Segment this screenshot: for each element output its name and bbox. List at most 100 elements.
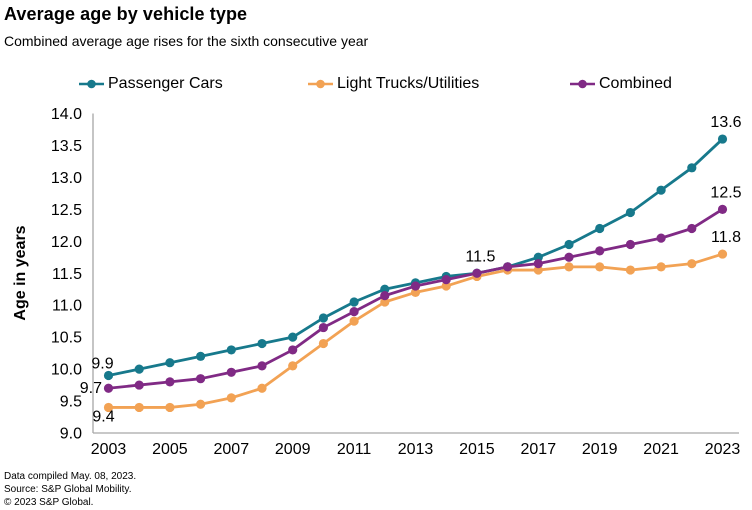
x-tick-label: 2015 — [459, 441, 495, 458]
data-point-combined — [533, 259, 543, 269]
legend-label: Combined — [599, 75, 672, 92]
data-point-light-trucks-utilities — [441, 281, 451, 291]
data-point-combined — [625, 239, 636, 250]
legend-label: Passenger Cars — [108, 75, 223, 92]
data-point-combined — [226, 367, 236, 377]
data-point-light-trucks-utilities — [533, 265, 543, 275]
data-point-combined — [380, 291, 390, 301]
data-point-combined — [503, 262, 513, 272]
data-point-passenger-cars — [103, 370, 114, 381]
data-point-light-trucks-utilities — [717, 249, 728, 259]
data-point-passenger-cars — [595, 223, 605, 234]
data-point-passenger-cars — [687, 163, 697, 173]
series-line-light-trucks-utilities — [107, 252, 724, 409]
series-line-passenger-cars — [107, 137, 724, 377]
data-point-combined — [257, 361, 267, 371]
y-tick-label: 11.0 — [52, 298, 82, 315]
data-point-combined — [564, 252, 574, 262]
y-tick-label: 11.5 — [52, 266, 82, 283]
data-point-combined — [472, 268, 482, 278]
data-point-passenger-cars — [318, 313, 328, 323]
data-point-combined — [103, 383, 114, 393]
y-axis-title: Age in years — [12, 225, 29, 320]
legend-item-combined: Combined — [569, 75, 672, 93]
footnote-copyright: © 2023 S&P Global. — [4, 497, 94, 508]
line-marker-icon — [570, 79, 595, 89]
data-label: 9.9 — [91, 355, 113, 372]
data-point-passenger-cars — [533, 252, 543, 262]
x-tick-label: 2009 — [275, 441, 311, 458]
data-point-combined — [134, 380, 144, 390]
data-point-light-trucks-utilities — [226, 393, 236, 403]
y-tick-label: 13.5 — [51, 138, 82, 155]
data-point-light-trucks-utilities — [196, 399, 206, 409]
legend-label: Light Trucks/Utilities — [337, 75, 480, 92]
x-tick-label: 2013 — [398, 441, 434, 458]
data-point-light-trucks-utilities — [134, 402, 144, 413]
y-tick-label: 13.0 — [51, 170, 82, 187]
footnote-data-compiled: Data compiled May. 08, 2023. — [4, 471, 137, 482]
data-point-passenger-cars — [134, 364, 144, 374]
series-line-combined — [107, 207, 724, 390]
data-label: 11.5 — [465, 248, 495, 265]
data-point-light-trucks-utilities — [257, 383, 267, 393]
data-label: 9.4 — [92, 408, 114, 425]
y-tick-label: 12.5 — [51, 202, 82, 219]
data-point-light-trucks-utilities — [318, 338, 328, 349]
chart-subtitle: Combined average age rises for the sixth… — [4, 33, 369, 49]
data-point-light-trucks-utilities — [564, 262, 574, 272]
x-tick-label: 2011 — [337, 441, 372, 458]
legend-item-light-trucks-utilities: Light Trucks/Utilities — [307, 75, 479, 93]
footnotes: Data compiled May. 08, 2023. Source: S&P… — [4, 470, 136, 509]
data-label: 9.7 — [80, 380, 102, 397]
x-tick-label: 2003 — [91, 441, 127, 458]
data-point-combined — [717, 204, 728, 214]
x-tick-label: 2005 — [152, 441, 188, 458]
data-point-light-trucks-utilities — [380, 297, 390, 307]
data-point-passenger-cars — [349, 297, 359, 307]
x-tick-label: 2021 — [643, 441, 679, 458]
data-point-light-trucks-utilities — [349, 316, 359, 326]
data-point-passenger-cars — [564, 239, 574, 250]
legend-item-passenger-cars: Passenger Cars — [78, 75, 223, 93]
data-point-passenger-cars — [380, 284, 390, 294]
data-point-combined — [441, 275, 451, 285]
data-point-light-trucks-utilities — [410, 287, 421, 298]
data-point-combined — [318, 322, 328, 333]
footnote-source: Source: S&P Global Mobility. — [4, 484, 132, 495]
data-point-combined — [687, 223, 697, 234]
data-point-combined — [410, 281, 421, 291]
data-point-combined — [349, 306, 359, 317]
y-tick-label: 9.5 — [60, 394, 82, 411]
data-point-combined — [288, 345, 298, 355]
x-tick-label: 2017 — [521, 441, 557, 458]
data-point-passenger-cars — [625, 207, 636, 218]
y-tick-label: 12.0 — [51, 234, 82, 251]
chart-title: Average age by vehicle type — [4, 4, 248, 24]
x-tick-label: 2023 — [705, 441, 741, 458]
data-point-combined — [656, 233, 666, 243]
data-point-combined — [196, 374, 206, 384]
x-tick-label: 2019 — [582, 441, 618, 458]
data-point-light-trucks-utilities — [288, 361, 298, 371]
data-label: 13.6 — [710, 114, 741, 131]
data-point-passenger-cars — [196, 351, 206, 361]
data-label: 11.8 — [711, 229, 741, 246]
y-tick-label: 9.0 — [60, 426, 82, 443]
data-label: 12.5 — [710, 184, 741, 201]
data-point-passenger-cars — [717, 134, 728, 144]
data-point-light-trucks-utilities — [595, 262, 605, 272]
y-tick-label: 10.5 — [51, 330, 82, 347]
data-point-light-trucks-utilities — [103, 402, 114, 413]
data-point-passenger-cars — [656, 185, 666, 195]
data-point-passenger-cars — [288, 332, 298, 342]
y-tick-label: 10.0 — [51, 362, 82, 379]
line-marker-icon — [79, 79, 104, 89]
data-point-light-trucks-utilities — [656, 262, 666, 272]
x-tick-label: 2007 — [214, 441, 250, 458]
data-point-light-trucks-utilities — [687, 259, 697, 269]
legend: Passenger Cars Light Trucks/Utilities Co… — [0, 75, 752, 95]
data-point-passenger-cars — [165, 358, 175, 368]
